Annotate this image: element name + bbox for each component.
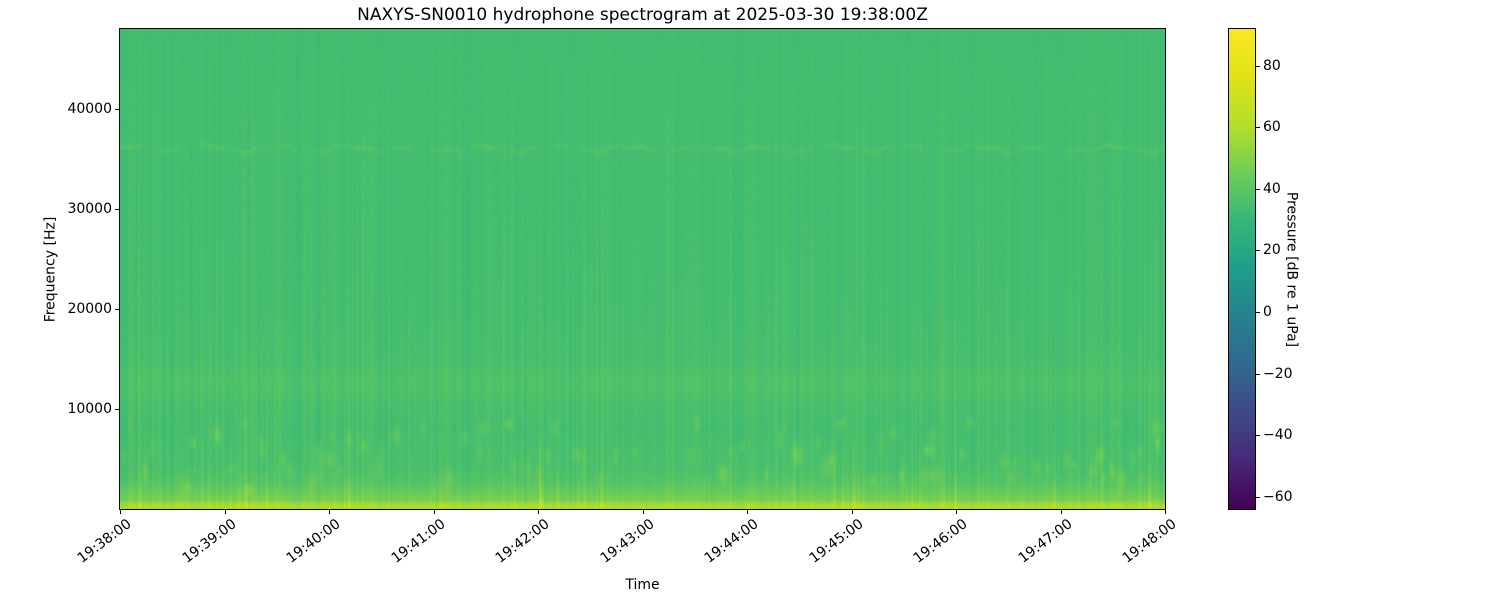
x-tick-mark: [1165, 510, 1166, 514]
colorbar-tick-mark: [1256, 127, 1260, 128]
colorbar-tick-mark: [1256, 374, 1260, 375]
x-tick-label: 19:38:00: [74, 516, 135, 567]
x-axis-label: Time: [625, 577, 660, 593]
x-tick-label: 19:47:00: [1015, 516, 1076, 567]
colorbar-tick-label: 40: [1263, 181, 1281, 197]
colorbar-tick-mark: [1256, 435, 1260, 436]
colorbar-tick-label: 60: [1263, 119, 1281, 135]
x-tick-label: 19:42:00: [492, 516, 553, 567]
x-tick-mark: [434, 510, 435, 514]
x-tick-mark: [643, 510, 644, 514]
colorbar-tick-label: −40: [1263, 427, 1293, 443]
colorbar-tick-mark: [1256, 66, 1260, 67]
y-tick-label: 40000: [67, 101, 112, 117]
colorbar-tick-label: 20: [1263, 242, 1281, 258]
colorbar-tick-mark: [1256, 497, 1260, 498]
colorbar-label: Pressure [dB re 1 uPa]: [1283, 191, 1300, 348]
x-tick-mark: [329, 510, 330, 514]
x-tick-label: 19:40:00: [283, 516, 344, 567]
x-tick-label: 19:43:00: [597, 516, 658, 567]
spectrogram-heatmap: [119, 28, 1166, 510]
y-tick-mark: [115, 409, 119, 410]
colorbar-tick-mark: [1256, 250, 1260, 251]
colorbar-tick-label: −60: [1263, 489, 1293, 505]
x-tick-mark: [956, 510, 957, 514]
y-tick-label: 20000: [67, 301, 112, 317]
figure-title: NAXYS-SN0010 hydrophone spectrogram at 2…: [357, 5, 928, 25]
y-tick-mark: [115, 209, 119, 210]
x-tick-label: 19:48:00: [1119, 516, 1180, 567]
x-tick-mark: [747, 510, 748, 514]
colorbar-tick-mark: [1256, 189, 1260, 190]
colorbar-tick-label: −20: [1263, 366, 1293, 382]
x-tick-mark: [225, 510, 226, 514]
colorbar-tick-label: 0: [1263, 304, 1272, 320]
y-axis-label: Frequency [Hz]: [42, 216, 59, 323]
x-tick-mark: [852, 510, 853, 514]
x-tick-label: 19:46:00: [910, 516, 971, 567]
y-tick-label: 10000: [67, 401, 112, 417]
x-tick-label: 19:44:00: [701, 516, 762, 567]
y-tick-mark: [115, 309, 119, 310]
x-tick-mark: [120, 510, 121, 514]
y-tick-mark: [115, 109, 119, 110]
x-tick-label: 19:39:00: [179, 516, 240, 567]
colorbar-tick-label: 80: [1263, 58, 1281, 74]
x-tick-mark: [538, 510, 539, 514]
colorbar-gradient: [1228, 28, 1256, 510]
y-tick-label: 30000: [67, 201, 112, 217]
colorbar-tick-mark: [1256, 312, 1260, 313]
x-tick-label: 19:41:00: [388, 516, 449, 567]
x-tick-label: 19:45:00: [806, 516, 867, 567]
x-tick-mark: [1061, 510, 1062, 514]
